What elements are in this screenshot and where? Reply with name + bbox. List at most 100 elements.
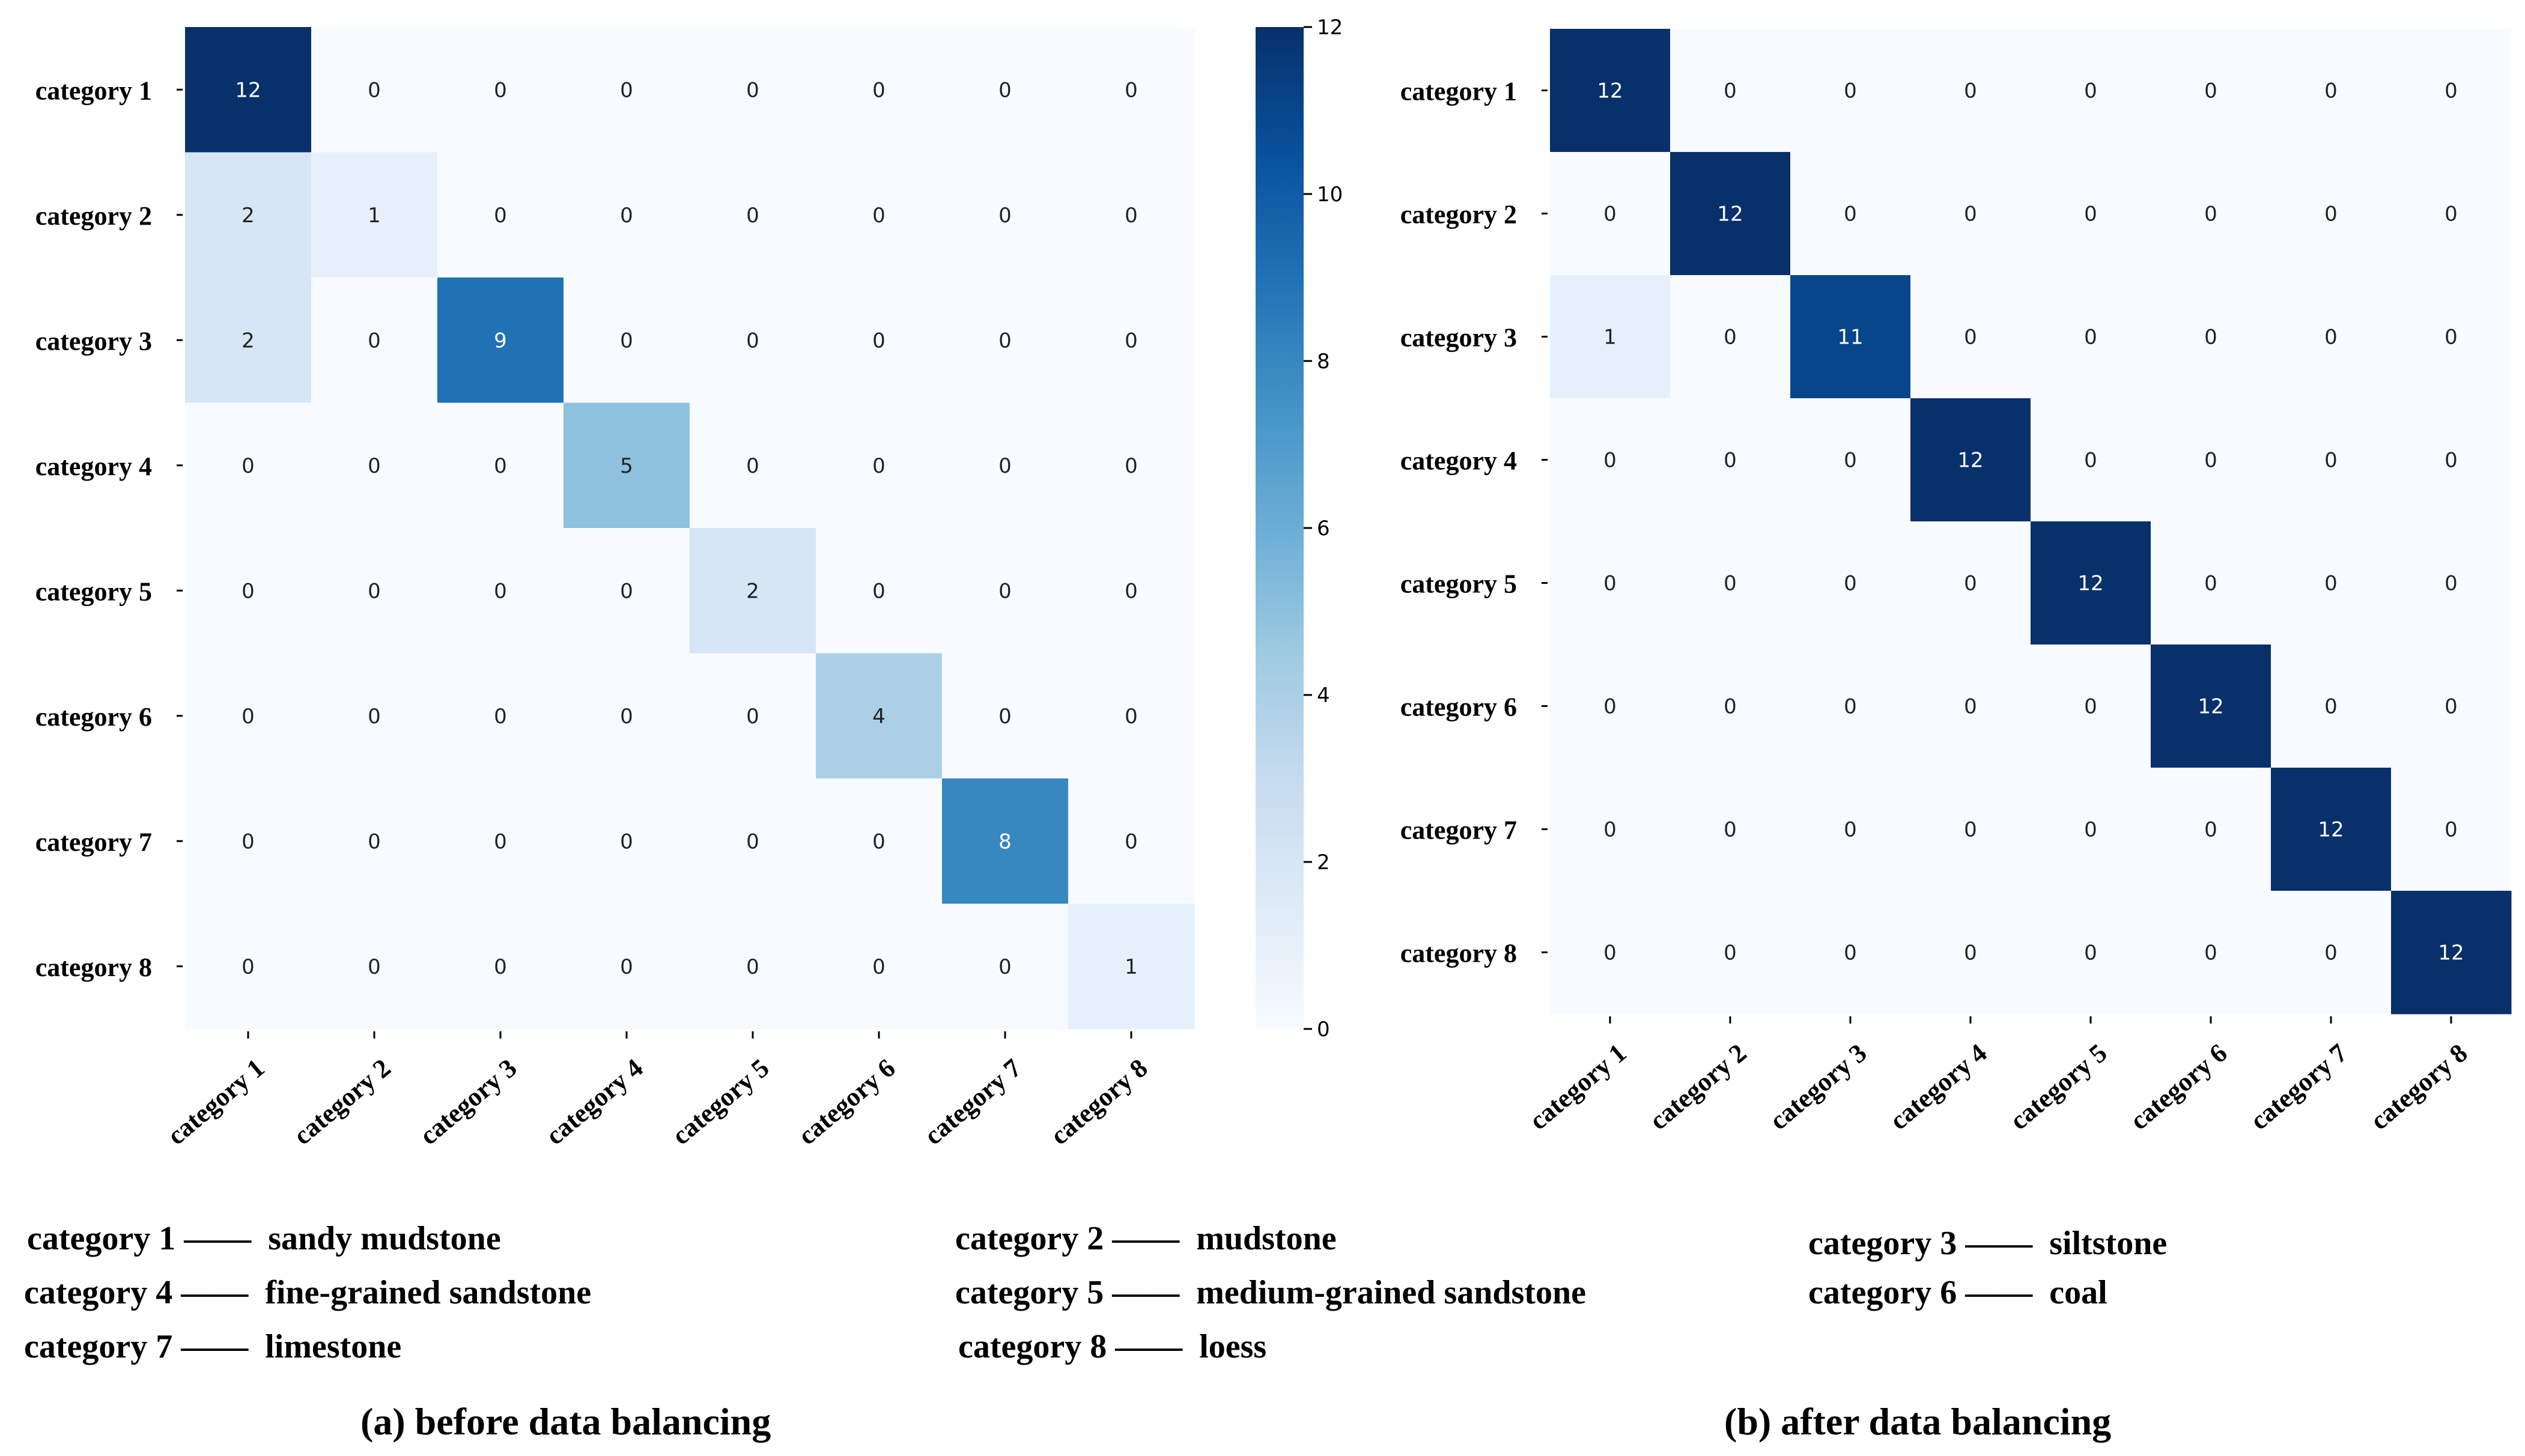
colorbar-tick-label-0: 0	[1317, 1018, 1330, 1042]
col-label-8: category 8	[1045, 1053, 1153, 1150]
cell-r1-c8	[1068, 27, 1195, 153]
cell-r3-c4	[1910, 275, 2031, 399]
cell-r3-c1	[1550, 275, 1671, 399]
cell-r5-c6	[816, 528, 943, 654]
cell-r8-c6	[2151, 891, 2271, 1015]
row-label-5: category 5	[35, 577, 152, 606]
cell-r6-c7	[2271, 645, 2392, 768]
cell-value-r2-c1: 2	[242, 204, 255, 228]
cell-r7-c5	[690, 778, 816, 904]
cell-value-r4-c8: 0	[1125, 454, 1138, 478]
cell-r1-c4	[564, 27, 690, 153]
legend-entry-1: category 1 —— sandy mudstone	[27, 1220, 501, 1257]
cell-r6-c8	[1068, 653, 1195, 779]
cell-r8-c1	[1550, 891, 1671, 1015]
cell-value-r7-c6: 0	[872, 830, 886, 854]
cell-value-r7-c5: 0	[2084, 818, 2097, 842]
cell-r8-c6	[816, 903, 943, 1030]
cell-value-r2-c8: 0	[1125, 204, 1138, 228]
cell-value-r3-c1: 1	[1603, 326, 1617, 350]
col-label-3: category 3	[414, 1053, 522, 1150]
cell-value-r7-c2: 0	[1724, 818, 1737, 842]
cell-value-r2-c7: 0	[2324, 202, 2338, 226]
cell-r2-c4	[1910, 152, 2031, 276]
row-label-4: category 4	[1400, 446, 1517, 476]
cell-r5-c5	[2031, 521, 2151, 645]
cell-value-r4-c3: 0	[1844, 449, 1857, 473]
cell-value-r2-c7: 0	[998, 204, 1012, 228]
cell-value-r5-c8: 0	[2444, 572, 2458, 596]
cell-value-r4-c1: 0	[1603, 449, 1617, 473]
cell-r6-c5	[690, 653, 816, 779]
heatmap-after-balancing: 12 0 0 0 0 0 0 0 0 12 0 0 0 0 0 0 1 0 11 0 0 0 0 0 0 0 0 12 0 0 0 0 0 0 0 0…	[1400, 29, 2512, 1136]
col-label-1: category 1	[162, 1053, 270, 1150]
cell-value-r2-c2: 1	[368, 204, 381, 228]
cell-r2-c6	[2151, 152, 2271, 276]
cell-r4-c5	[690, 402, 816, 529]
cell-value-r1-c6: 0	[2204, 79, 2217, 103]
col-label-7: category 7	[2244, 1038, 2353, 1135]
cell-value-r7-c4: 0	[620, 830, 633, 854]
cell-value-r3-c3: 9	[494, 329, 507, 353]
cell-r1-c7	[942, 27, 1069, 153]
cell-r5-c7	[2271, 521, 2392, 645]
cell-value-r8-c8: 12	[2438, 941, 2464, 965]
cell-value-r4-c2: 0	[1724, 449, 1737, 473]
cell-value-r5-c6: 0	[2204, 572, 2217, 596]
cell-value-r5-c8: 0	[1125, 579, 1138, 603]
cell-value-r1-c1: 12	[1597, 79, 1623, 103]
cell-value-r1-c2: 0	[1724, 79, 1737, 103]
cell-r2-c1	[185, 152, 312, 278]
col-label-4: category 4	[540, 1053, 648, 1150]
cell-r6-c1	[185, 653, 312, 779]
cell-value-r7-c3: 0	[1844, 818, 1857, 842]
legend-entry-2: category 2 —— mudstone	[955, 1220, 1337, 1257]
cell-value-r1-c7: 0	[2324, 79, 2338, 103]
cell-r1-c1	[185, 27, 312, 153]
cell-r6-c4	[564, 653, 690, 779]
legend-entry-4: category 4 —— fine-grained sandstone	[24, 1274, 592, 1311]
cell-value-r8-c2: 0	[368, 955, 381, 979]
row-label-2: category 2	[1400, 200, 1517, 229]
cell-value-r5-c6: 0	[872, 579, 886, 603]
cell-value-r5-c3: 0	[494, 579, 507, 603]
row-label-8: category 8	[35, 953, 152, 982]
cell-value-r6-c7: 0	[2324, 695, 2338, 719]
cell-r3-c1	[185, 278, 312, 403]
cell-value-r4-c6: 0	[2204, 449, 2217, 473]
cell-r1-c3	[437, 27, 564, 153]
cell-r6-c4	[1910, 645, 2031, 768]
cell-value-r1-c5: 0	[746, 78, 759, 102]
colorbar-tick-label-8: 8	[1317, 350, 1330, 374]
row-label-4: category 4	[35, 452, 152, 481]
col-label-7: category 7	[919, 1053, 1027, 1150]
cell-r7-c6	[2151, 768, 2271, 891]
cell-r7-c3	[1790, 768, 1911, 891]
cell-value-r6-c6: 4	[872, 705, 886, 729]
cell-r1-c5	[2031, 29, 2151, 153]
cell-r7-c8	[1068, 778, 1195, 904]
cell-value-r7-c4: 0	[1964, 818, 1977, 842]
cell-r7-c2	[1670, 768, 1791, 891]
cell-r4-c1	[185, 402, 312, 529]
cell-r5-c1	[185, 528, 312, 654]
cell-value-r2-c6: 0	[872, 204, 886, 228]
cell-value-r4-c6: 0	[872, 454, 886, 478]
cell-value-r3-c6: 0	[2204, 326, 2217, 350]
cell-value-r4-c5: 0	[746, 454, 759, 478]
cell-value-r1-c3: 0	[494, 78, 507, 102]
col-label-4: category 4	[1884, 1038, 1992, 1135]
legend-entry-5: category 5 —— medium-grained sandstone	[955, 1274, 1586, 1311]
cell-value-r6-c2: 0	[368, 705, 381, 729]
row-label-1: category 1	[1400, 77, 1517, 106]
cell-r6-c6	[2151, 645, 2271, 768]
cell-value-r8-c7: 0	[2324, 941, 2338, 965]
cell-value-r7-c5: 0	[746, 830, 759, 854]
cell-value-r8-c3: 0	[494, 955, 507, 979]
colorbar: 0 2 4 6 8 10 12	[1256, 16, 1343, 1042]
cell-value-r5-c2: 0	[1724, 572, 1737, 596]
cell-r1-c7	[2271, 29, 2392, 153]
cell-value-r6-c3: 0	[494, 705, 507, 729]
cell-value-r4-c1: 0	[242, 454, 255, 478]
cell-value-r3-c8: 0	[1125, 329, 1138, 353]
